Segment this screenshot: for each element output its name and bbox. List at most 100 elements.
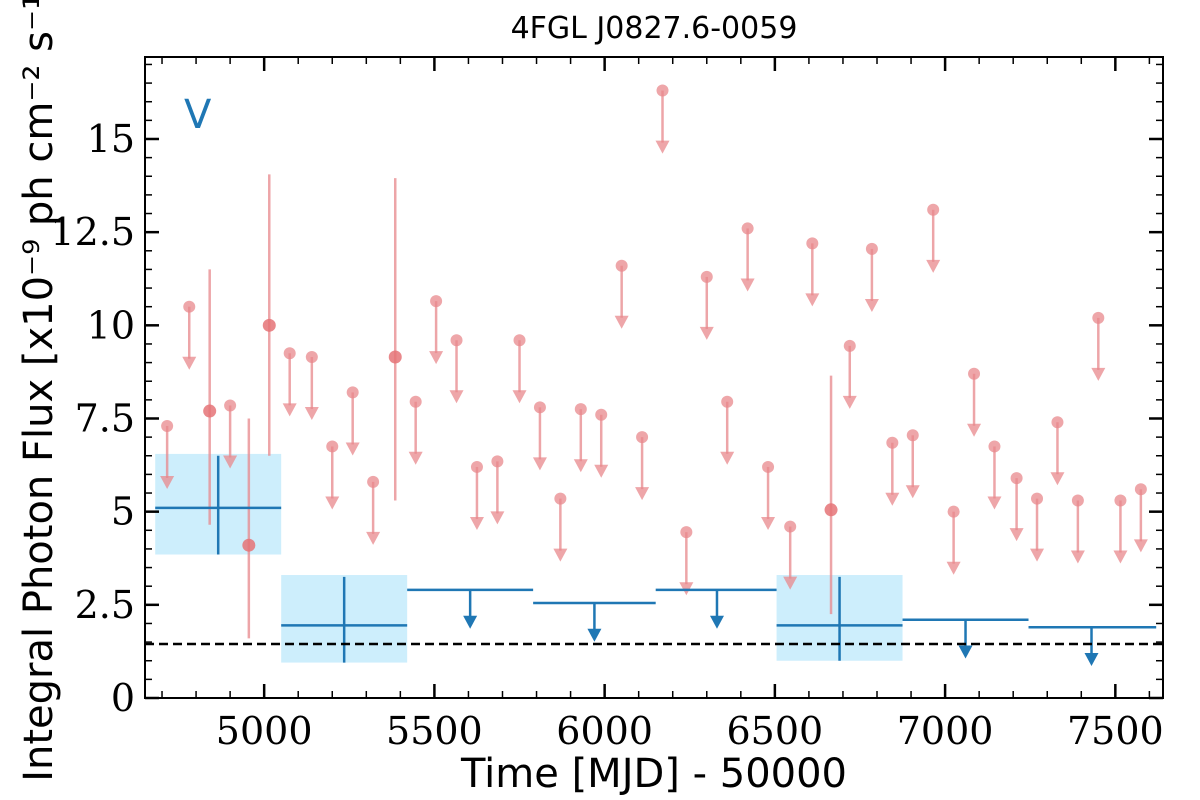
y-tick-label: 5 xyxy=(111,490,135,534)
short-upper-limit-point xyxy=(968,367,981,380)
long-upper-limit-arrow xyxy=(587,628,602,642)
short-upper-limit-point xyxy=(409,395,422,408)
y-tick-label: 7.5 xyxy=(75,396,135,440)
plot-frame xyxy=(144,56,1164,699)
short-upper-limit-arrow xyxy=(1050,472,1065,486)
short-upper-limit-point xyxy=(806,237,819,250)
short-upper-limit-arrow xyxy=(655,140,670,154)
short-upper-limit-point xyxy=(741,222,754,235)
short-upper-limit-point xyxy=(1092,311,1105,324)
y-tick-label: 2.5 xyxy=(75,583,135,627)
short-upper-limit-point xyxy=(656,84,669,97)
x-tick-label: 6500 xyxy=(727,709,824,753)
long-upper-limit-arrow xyxy=(463,615,478,629)
short-upper-limit-point xyxy=(1134,483,1147,496)
short-upper-limit-point xyxy=(430,295,443,308)
short-upper-limit-point xyxy=(784,520,797,533)
short-upper-limit-point xyxy=(513,334,526,347)
short-upper-limit-arrow xyxy=(532,457,547,471)
x-tick-label: 5000 xyxy=(216,709,313,753)
short-upper-limit-point xyxy=(470,460,483,473)
x-axis-label: Time [MJD] - 50000 xyxy=(460,751,847,797)
short-upper-limit-point xyxy=(554,492,567,505)
short-upper-limit-arrow xyxy=(1113,550,1128,564)
short-upper-limit-arrow xyxy=(699,326,714,340)
short-detection-point xyxy=(242,538,256,552)
short-upper-limit-arrow xyxy=(1091,367,1106,381)
short-upper-limit-arrow xyxy=(926,259,941,273)
short-upper-limit-point xyxy=(906,429,919,442)
x-tick-label: 6000 xyxy=(556,709,653,753)
y-axis-label: Integral Photon Flux [x10⁻⁹ ph cm⁻² s⁻¹] xyxy=(16,0,62,782)
band-label: V xyxy=(184,92,212,138)
chart-title: 4FGL J0827.6-0059 xyxy=(511,11,798,46)
short-upper-limit-arrow xyxy=(1133,539,1148,553)
plot-area: 5000 5500 6000 6500 7000 7500 0 2.5 5 7.5 10 12.5 15 xyxy=(50,56,1164,753)
short-upper-limit-point xyxy=(326,440,339,453)
short-upper-limit-arrow xyxy=(720,451,735,465)
short-upper-limit-arrow xyxy=(740,278,755,292)
short-upper-limit-arrow xyxy=(594,464,609,478)
short-upper-limit-point xyxy=(762,460,775,473)
short-upper-limit-arrow xyxy=(987,496,1002,510)
short-upper-limit-arrow xyxy=(761,516,776,530)
short-upper-limit-point xyxy=(700,270,713,283)
short-upper-limit-arrow xyxy=(614,315,629,329)
short-detection-point xyxy=(824,503,838,517)
short-upper-limit-point xyxy=(346,386,359,399)
short-detection-point xyxy=(203,404,217,418)
short-upper-limit-arrow xyxy=(512,390,527,404)
short-upper-limit-point xyxy=(450,334,463,347)
y-tick-label: 15 xyxy=(87,117,135,161)
short-upper-limit-arrow xyxy=(805,293,820,307)
y-tick-label: 10 xyxy=(87,303,135,347)
short-upper-limit-point xyxy=(1051,416,1064,429)
short-upper-limit-arrow xyxy=(553,548,568,562)
short-upper-limit-arrow xyxy=(1009,528,1024,542)
short-upper-limit-arrow xyxy=(429,351,444,365)
short-upper-limit-arrow xyxy=(905,485,920,499)
short-upper-limit-point xyxy=(367,475,380,488)
short-upper-limit-arrow xyxy=(864,298,879,312)
short-upper-limit-point xyxy=(865,242,878,255)
short-detection-point xyxy=(262,318,276,332)
short-upper-limit-point xyxy=(224,399,237,412)
short-upper-limit-arrow xyxy=(946,561,961,575)
short-upper-limit-point xyxy=(615,259,628,272)
y-tick-label: 12.5 xyxy=(50,210,135,254)
short-upper-limit-point xyxy=(1114,494,1127,507)
short-upper-limit-arrow xyxy=(842,395,857,409)
short-upper-limit-arrow xyxy=(223,455,238,469)
short-upper-limit-point xyxy=(680,526,693,539)
long-upper-limit-arrow xyxy=(1084,653,1099,667)
short-upper-limit-point xyxy=(886,436,899,449)
short-upper-limit-point xyxy=(1010,472,1023,485)
short-detection-point xyxy=(388,350,402,364)
short-upper-limit-arrow xyxy=(967,423,982,437)
short-upper-limit-point xyxy=(491,455,504,468)
short-upper-limit-point xyxy=(636,431,649,444)
short-upper-limit-point xyxy=(595,408,608,421)
short-upper-limit-point xyxy=(574,403,587,416)
short-upper-limit-arrow xyxy=(490,511,505,525)
short-upper-limit-arrow xyxy=(635,487,650,501)
x-tick-label: 7500 xyxy=(1067,709,1164,753)
x-tick-label: 5500 xyxy=(386,709,483,753)
short-upper-limit-arrow xyxy=(282,403,297,417)
short-upper-limit-arrow xyxy=(182,356,197,370)
y-tick-label: 0 xyxy=(111,676,135,720)
short-upper-limit-point xyxy=(533,401,546,414)
short-upper-limit-point xyxy=(305,351,318,364)
short-upper-limit-point xyxy=(1031,492,1044,505)
short-upper-limit-arrow xyxy=(885,492,900,506)
short-upper-limit-arrow xyxy=(408,451,423,465)
short-upper-limit-arrow xyxy=(469,516,484,530)
short-upper-limit-arrow xyxy=(1070,550,1085,564)
short-upper-limit-arrow xyxy=(160,475,175,489)
short-upper-limit-point xyxy=(161,419,174,432)
short-upper-limit-arrow xyxy=(325,496,340,510)
short-upper-limit-point xyxy=(721,395,734,408)
short-upper-limit-point xyxy=(1071,494,1084,507)
short-upper-limit-point xyxy=(947,505,960,518)
